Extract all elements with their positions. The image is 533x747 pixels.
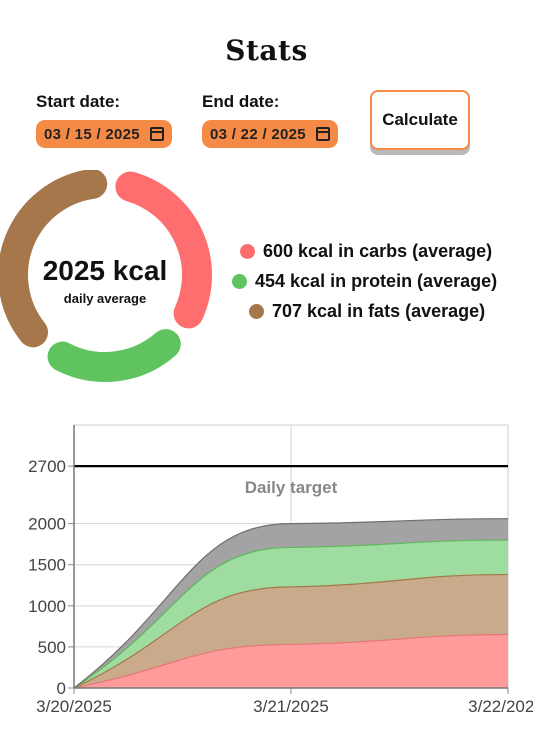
fats-dot-icon — [249, 303, 264, 319]
area-line — [73, 518, 509, 689]
legend-item-fats: 707 kcal in fats (average) — [249, 296, 497, 326]
end-date-value: 03 / 22 / 2025 — [210, 125, 306, 143]
area-line — [73, 573, 509, 689]
x-tick-label: 3/20/2025 — [36, 697, 112, 716]
end-date-group: End date: 03 / 22 / 2025 — [202, 92, 338, 148]
start-date-input[interactable]: 03 / 15 / 2025 — [36, 120, 172, 148]
legend-label-fats: 707 kcal in fats (average) — [272, 300, 486, 321]
donut-arc-fats — [0, 170, 108, 348]
macro-donut-chart — [0, 170, 212, 382]
end-date-input[interactable]: 03 / 22 / 2025 — [202, 120, 338, 148]
page-title: Stats — [225, 34, 308, 67]
y-tick-label: 500 — [38, 638, 66, 657]
donut-arc-carbs — [115, 171, 212, 329]
calendar-icon[interactable] — [315, 127, 330, 141]
y-tick-label: 2700 — [28, 457, 66, 476]
carbs-dot-icon — [240, 243, 255, 259]
legend-item-carbs: 600 kcal in carbs (average) — [240, 236, 497, 266]
macro-legend: 600 kcal in carbs (average) 454 kcal in … — [232, 236, 497, 326]
legend-item-protein: 454 kcal in protein (average) — [232, 266, 497, 296]
daily-total: 2025 kcal — [42, 255, 168, 286]
daily-target-label: Daily target — [245, 478, 338, 497]
end-date-label: End date: — [202, 92, 280, 111]
legend-label-carbs: 600 kcal in carbs (average) — [263, 240, 493, 261]
start-date-label: Start date: — [36, 92, 121, 111]
daily-total-caption: daily average — [63, 291, 147, 306]
y-tick-label: 0 — [57, 679, 66, 698]
calculate-button[interactable]: Calculate — [370, 90, 470, 150]
donut-arc-protein — [47, 329, 181, 382]
calendar-icon[interactable] — [149, 127, 164, 141]
y-tick-label: 1000 — [28, 597, 66, 616]
y-tick-label: 1500 — [28, 556, 66, 575]
area-layer-1 — [74, 634, 508, 688]
donut-center: 2025 kcal daily average — [20, 255, 190, 306]
y-tick-label: 2000 — [28, 515, 66, 534]
start-date-group: Start date: 03 / 15 / 2025 — [36, 92, 172, 148]
x-tick-label: 3/21/2025 — [253, 697, 329, 716]
area-line — [73, 539, 509, 689]
start-date-value: 03 / 15 / 2025 — [44, 125, 140, 143]
protein-dot-icon — [232, 273, 247, 289]
x-tick-label: 3/22/2025 — [468, 697, 533, 716]
calorie-area-chart: Daily target 0 500 1000 1500 2000 2700 3/20/20… — [28, 424, 533, 716]
area-line — [73, 633, 509, 689]
legend-label-protein: 454 kcal in protein (average) — [255, 270, 498, 291]
